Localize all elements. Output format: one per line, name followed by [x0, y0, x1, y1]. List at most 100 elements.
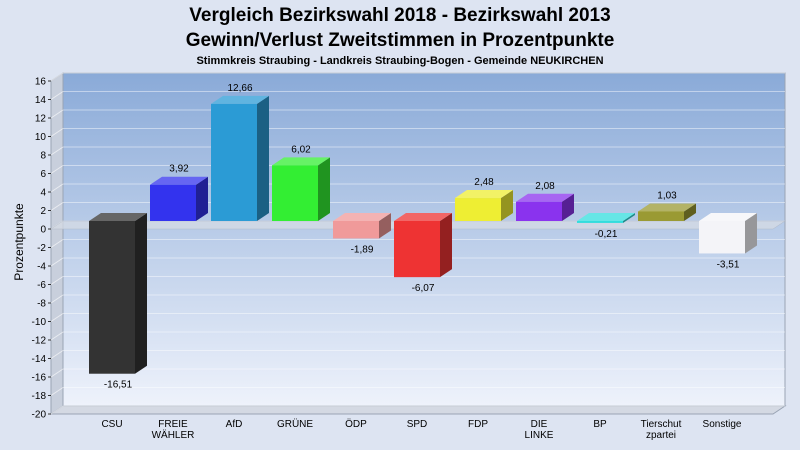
category-label-line: CSU	[101, 419, 122, 430]
bar-top	[89, 213, 147, 221]
gridline-side	[50, 72, 64, 82]
y-tick-label: 10	[35, 132, 47, 143]
category-label: ÖDP	[345, 418, 367, 430]
data-label: -3,51	[717, 259, 740, 270]
y-tick-label: 12	[35, 114, 47, 125]
bar-front	[272, 165, 318, 221]
data-labels: -16,51 3,92 12,66 6,02 -1,89 -6,07 2,48 2,08 -0,…	[104, 83, 740, 391]
bar-top	[455, 190, 513, 199]
bar-side	[135, 213, 147, 374]
y-tick-label: -8	[37, 299, 46, 310]
gridline-side	[50, 128, 64, 137]
category-label-line: FDP	[468, 419, 488, 430]
bars	[89, 95, 757, 374]
y-tick-label: -6	[37, 280, 46, 291]
category-label: Tierschut zpartei	[641, 419, 682, 441]
bar	[272, 157, 330, 221]
chart-subtitle: Gewinn/Verlust Zweitstimmen in Prozentpu…	[186, 30, 615, 51]
bar-side	[440, 213, 452, 278]
bar-side	[379, 213, 391, 239]
category-label-line: SPD	[407, 419, 428, 430]
category-label-line: DIE	[531, 419, 548, 430]
bar-top	[394, 213, 452, 221]
category-label-line: FREIE	[158, 419, 188, 430]
gridline-side	[50, 109, 64, 119]
bar	[89, 213, 147, 374]
y-tick-label: -18	[32, 391, 47, 402]
category-label-line: zpartei	[646, 430, 676, 441]
bar-top	[638, 203, 696, 212]
bar-side	[623, 213, 635, 223]
gridline-side	[50, 331, 64, 341]
category-label: AfD	[226, 419, 243, 430]
y-tick-label: -12	[32, 336, 47, 347]
category-label: BP	[593, 419, 607, 430]
y-axis-label: Prozentpunkte	[12, 203, 26, 281]
gridline-side	[50, 165, 64, 174]
category-label: GRÜNE	[277, 418, 313, 430]
gridline-side	[50, 146, 64, 156]
bar-side	[501, 190, 513, 221]
bar-top	[333, 213, 391, 221]
y-tick-label: -10	[32, 317, 47, 328]
bar	[455, 190, 513, 221]
bar	[638, 203, 696, 221]
category-label: CSU	[101, 419, 122, 430]
category-label-line: ÖDP	[345, 418, 367, 430]
bar	[150, 176, 208, 221]
bar-side	[745, 213, 757, 254]
data-label: -1,89	[351, 244, 374, 255]
y-tick-label: -4	[37, 262, 46, 273]
gridline-side	[50, 257, 64, 267]
bar-side	[196, 176, 208, 221]
category-label: Sonstige	[703, 419, 742, 430]
bar-top	[577, 213, 635, 221]
bar-side	[318, 157, 330, 221]
category-labels: CSU FREIE WÄHLER AfD GRÜNE ÖDP SPD FDP DIE LINKE B…	[101, 418, 741, 441]
bar-front	[638, 211, 684, 221]
y-tick-label: 8	[40, 151, 46, 162]
plot-floor	[49, 405, 787, 415]
category-label: FREIE WÄHLER	[152, 419, 195, 441]
category-label-line: AfD	[226, 419, 243, 430]
bar-front	[394, 221, 440, 278]
bar-top	[211, 95, 269, 104]
data-label: 2,48	[474, 177, 494, 188]
gridline-side	[50, 276, 64, 285]
category-label-line: Sonstige	[703, 419, 742, 430]
data-label: 12,66	[227, 83, 252, 94]
y-tick-label: 14	[35, 95, 47, 106]
bar-front	[89, 221, 135, 374]
gridline-side	[50, 294, 64, 304]
y-tick-label: -16	[32, 373, 47, 384]
bar-side	[257, 95, 269, 221]
bar	[516, 193, 574, 221]
y-tick-label: 16	[35, 77, 47, 88]
category-label-line: LINKE	[525, 430, 554, 441]
data-label: -6,07	[412, 283, 435, 294]
bar	[211, 95, 269, 221]
y-tick-label: -2	[37, 243, 46, 254]
y-tick-label: 4	[40, 188, 46, 199]
category-label-line: Tierschut	[641, 419, 682, 430]
chart-subsubtitle: Stimmkreis Straubing - Landkreis Straubi…	[196, 55, 603, 67]
y-tick-label: 6	[40, 169, 46, 180]
bar	[333, 213, 391, 239]
y-tick-label: -14	[32, 354, 47, 365]
gridline-side	[50, 387, 64, 396]
gridline-side	[50, 239, 64, 248]
data-label: 3,92	[169, 164, 189, 175]
y-tick-label: -20	[32, 410, 47, 421]
bar-top	[699, 213, 757, 221]
bar-front	[699, 221, 745, 254]
category-label: DIE LINKE	[525, 419, 554, 441]
bar-front	[455, 198, 501, 221]
gridline-side	[50, 91, 64, 100]
y-axis-ticks: 16 14 12 10 8 6 4 2 0 -2 -4 -6 -8 -10 -12 -14 -16 -18 -20	[32, 77, 51, 421]
gridline-side	[50, 202, 64, 211]
bar-front	[150, 184, 196, 221]
bar-side	[562, 193, 574, 221]
bar	[699, 213, 757, 254]
bar-front	[577, 221, 623, 223]
